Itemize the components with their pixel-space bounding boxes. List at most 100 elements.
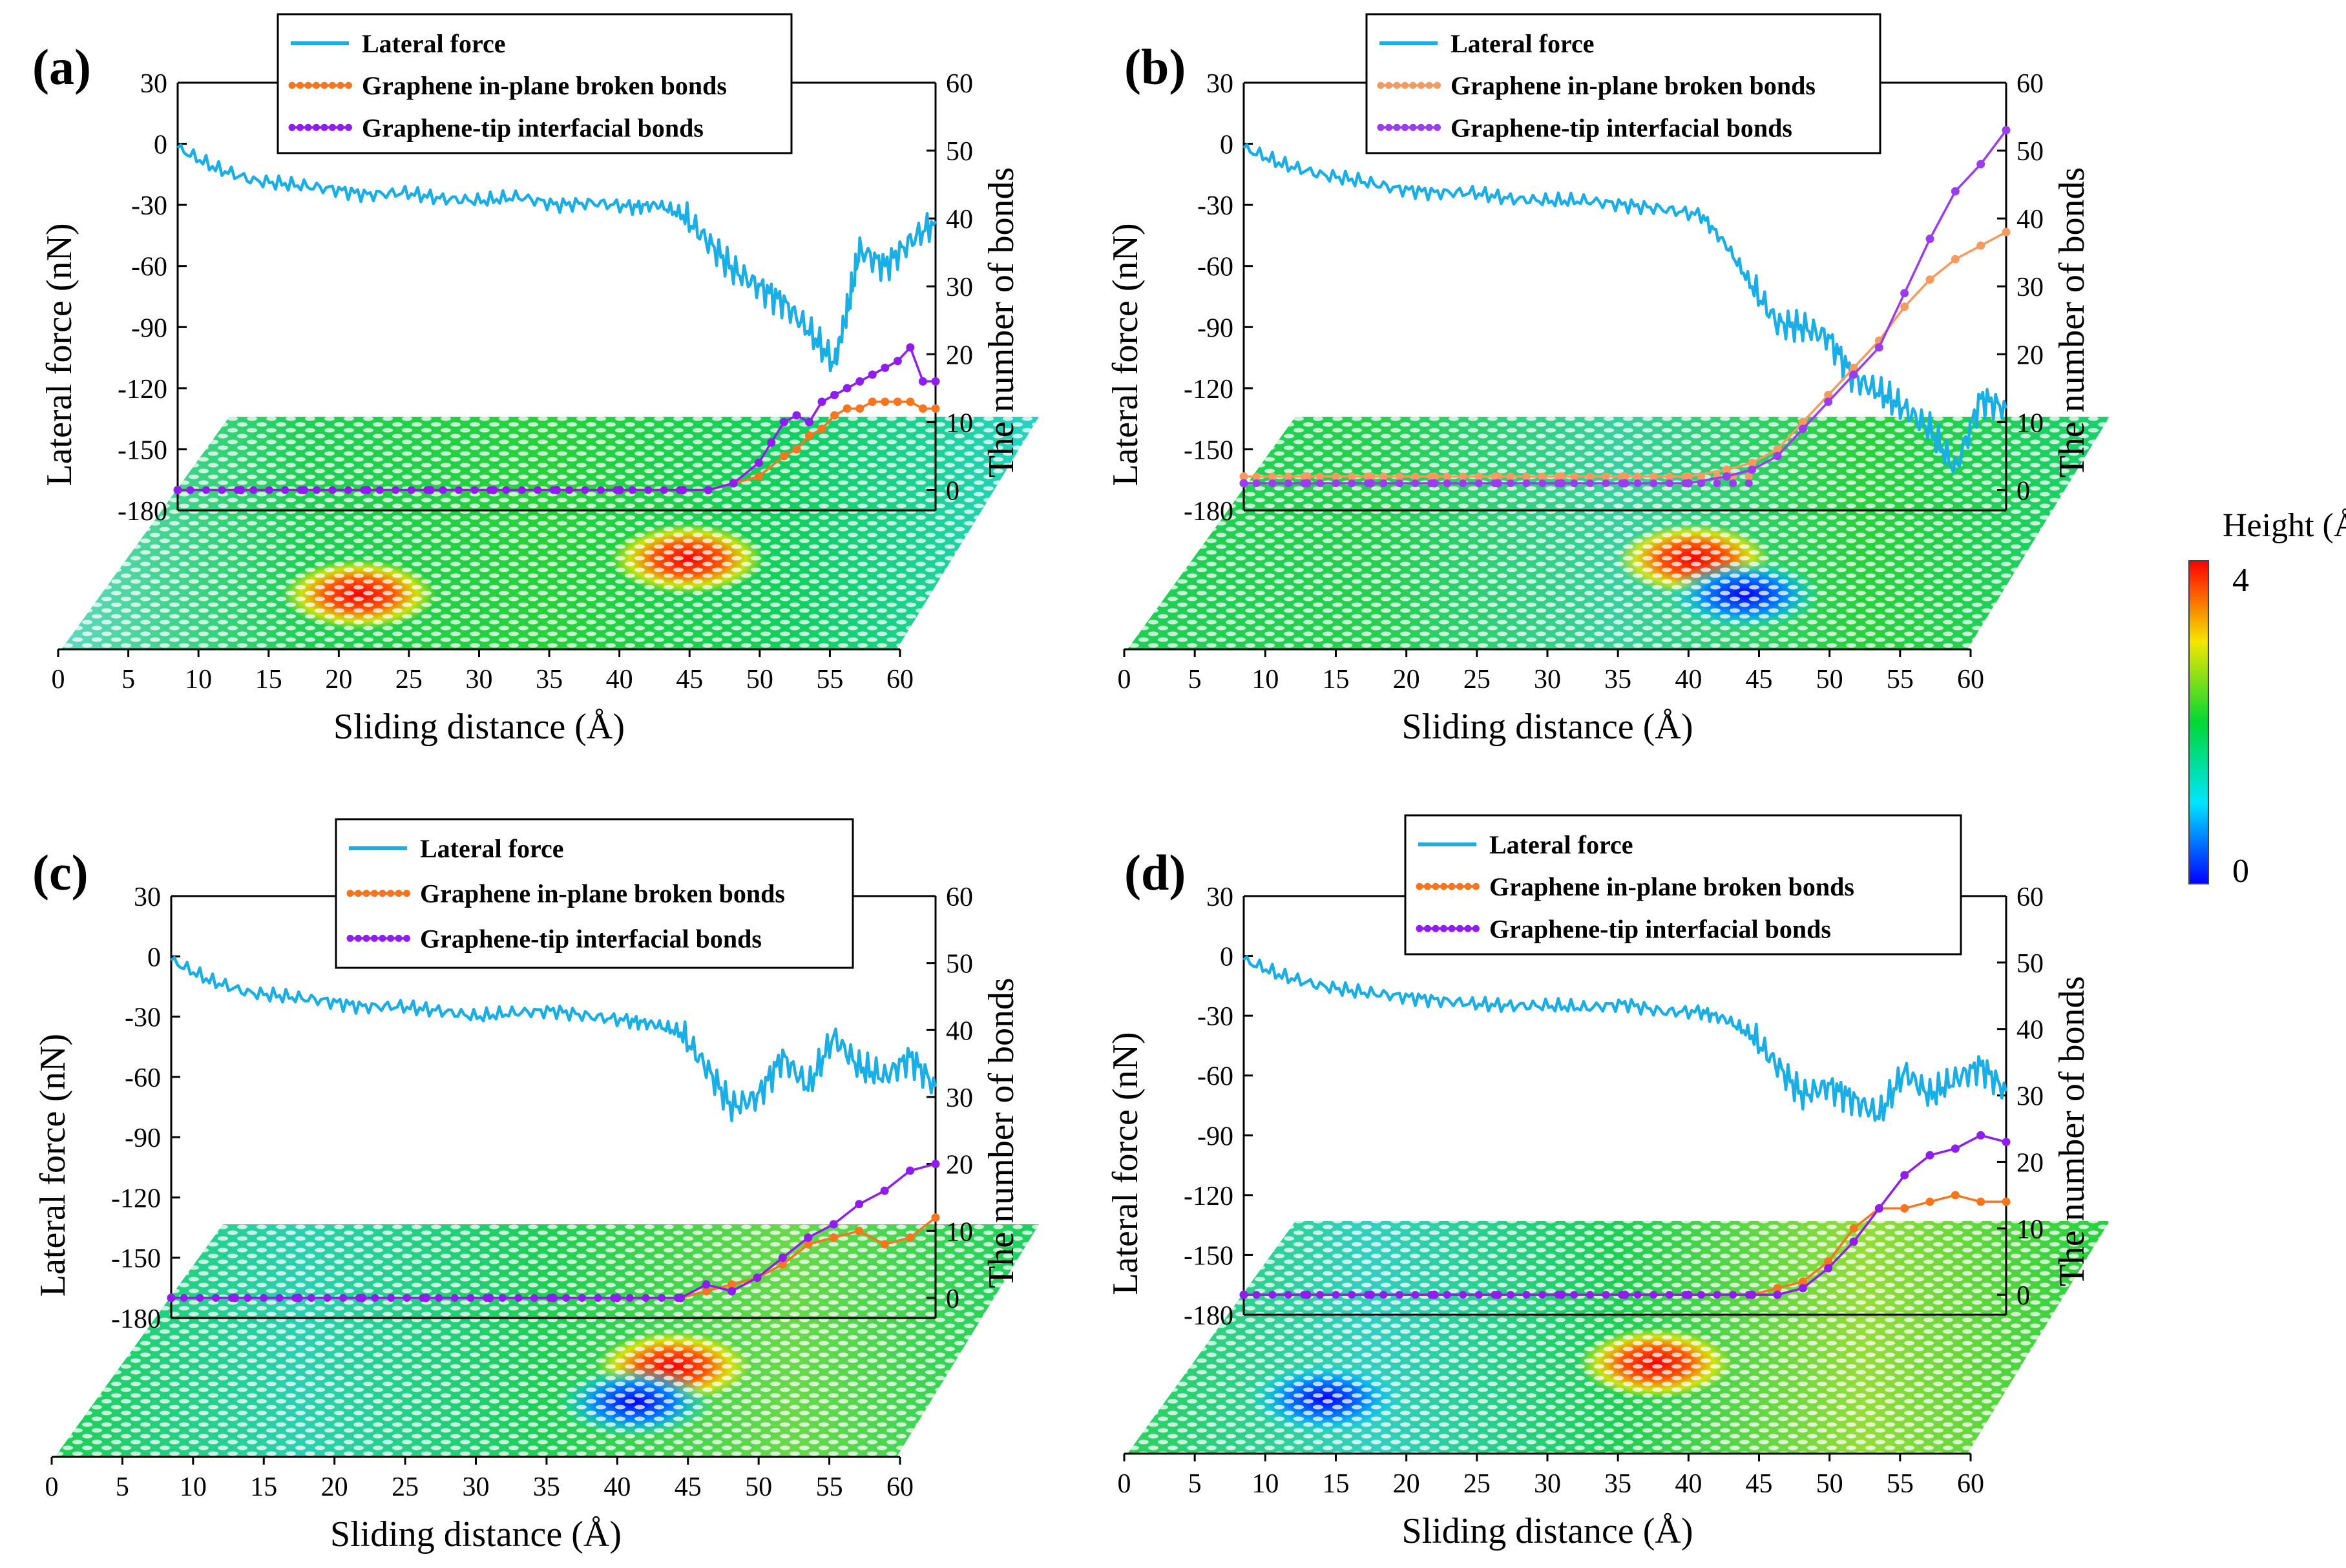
y-tick-label-left: -120 (1184, 375, 1233, 404)
legend-swatch-marker (1377, 81, 1385, 89)
broken-bonds-point (1411, 472, 1419, 481)
legend-swatch-marker (1377, 123, 1385, 131)
y-tick-label-right: 60 (2016, 69, 2044, 99)
broken-bonds-point (2002, 227, 2011, 236)
interfacial-bonds-point (565, 486, 574, 494)
broken-bonds-point (1268, 472, 1277, 481)
y-tick-label-right: 20 (946, 340, 973, 370)
x-tick-label: 35 (533, 1472, 560, 1502)
series-line-lateral-force (176, 143, 937, 373)
interfacial-bonds-point (676, 486, 684, 494)
interfacial-bonds-point (1443, 479, 1451, 487)
panel-label: (b) (1124, 39, 1186, 95)
interfacial-bonds-point (1976, 1131, 1985, 1140)
x-tick-label: 45 (1746, 665, 1773, 695)
broken-bonds-point (1976, 241, 1985, 250)
y-tick-label-right: 50 (2016, 949, 2044, 979)
broken-bonds-point (1681, 472, 1690, 481)
interfacial-bonds-point (1316, 479, 1324, 487)
interfacial-bonds-point (1554, 1291, 1562, 1299)
y-tick-label-right: 0 (2016, 1281, 2030, 1311)
broken-bonds-point (1697, 472, 1705, 481)
interfacial-bonds-point (1697, 1291, 1705, 1299)
x-tick-label: 30 (466, 665, 493, 695)
interfacial-bonds-point (1239, 1290, 1248, 1299)
legend-swatch-marker (387, 934, 394, 942)
broken-bonds-point (893, 397, 902, 406)
interfacial-bonds-point (1491, 1291, 1499, 1299)
legend-swatch-marker (1416, 883, 1423, 890)
legend-swatch-marker (320, 81, 328, 89)
y-tick-label-right: 20 (2016, 340, 2044, 370)
legend-swatch-marker (1401, 81, 1409, 89)
legend-box (277, 13, 793, 154)
broken-bonds-point (1951, 255, 1960, 264)
interfacial-bonds-point (754, 458, 763, 467)
legend-swatch-marker (1393, 81, 1401, 89)
interfacial-bonds-point (1824, 397, 1833, 406)
series-line-lateral-force (1242, 955, 2008, 1122)
interfacial-bonds-point (1729, 1291, 1737, 1299)
interfacial-bonds-point (1395, 1291, 1403, 1299)
y-tick-label-left: -90 (1197, 1122, 1233, 1151)
broken-bonds-point (1633, 472, 1642, 481)
y-tick-label-right: 60 (946, 69, 973, 99)
interfacial-bonds-point (454, 486, 463, 494)
interfacial-bonds-point (855, 1200, 864, 1209)
broken-bonds-point (1798, 1277, 1807, 1286)
interfacial-bonds-point (767, 438, 776, 447)
interfacial-bonds-point (1849, 1237, 1858, 1246)
interfacial-bonds-point (753, 1273, 762, 1282)
x-tick-label: 0 (1118, 1469, 1131, 1499)
interfacial-bonds-point (829, 1220, 838, 1229)
x-tick-label: 20 (321, 1472, 348, 1502)
y-axis-title-left: Lateral force (nN) (33, 1034, 73, 1297)
broken-bonds-point (830, 411, 839, 420)
broken-bonds-point (868, 397, 877, 406)
x-tick-label: 55 (1887, 1469, 1914, 1499)
legend-swatch-marker (346, 890, 354, 897)
interfacial-bonds-point (323, 1293, 331, 1302)
interfacial-bonds-point (1395, 479, 1403, 487)
x-tick-label: 55 (816, 1472, 843, 1502)
broken-bonds-point (1379, 472, 1388, 481)
interfacial-bonds-point (470, 486, 479, 494)
broken-bonds-point (918, 404, 927, 413)
interfacial-bonds-point (778, 1253, 787, 1262)
legend-swatch-marker (304, 81, 312, 89)
x-tick-label: 25 (1463, 1469, 1491, 1499)
x-tick-label: 60 (1957, 1469, 1984, 1499)
interfacial-bonds-point (259, 1293, 267, 1302)
y-tick-label-right: 40 (946, 205, 973, 235)
interfacial-bonds-point (167, 1293, 176, 1302)
legend-label: Graphene-tip interfacial bonds (420, 924, 762, 953)
x-tick-label: 5 (1188, 665, 1202, 695)
y-axis-title-right: The number of bonds (981, 167, 1021, 478)
interfacial-bonds-point (1925, 1151, 1934, 1160)
interfacial-bonds-point (392, 486, 400, 494)
x-tick-label: 55 (816, 665, 843, 695)
interfacial-bonds-point (344, 486, 352, 494)
legend-swatch-marker (371, 890, 378, 897)
interfacial-bonds-point (704, 485, 713, 494)
interfacial-bonds-point (1798, 1284, 1807, 1293)
x-tick-label: 40 (603, 1472, 631, 1502)
interfacial-bonds-point (906, 1166, 915, 1175)
legend-swatch-marker (1409, 123, 1417, 131)
interfacial-bonds-point (1491, 479, 1499, 487)
interfacial-bonds-point (1570, 479, 1578, 487)
interfacial-bonds-point (233, 486, 242, 494)
y-tick-label-right: 10 (946, 1217, 973, 1247)
interfacial-bonds-point (1522, 1291, 1531, 1299)
colorbar-min-label: 0 (2232, 853, 2249, 890)
legend-swatch-marker (297, 81, 304, 89)
interfacial-bonds-point (1874, 343, 1883, 352)
y-tick-label-left: -30 (125, 1003, 161, 1033)
y-tick-label-left: -90 (131, 313, 167, 343)
interfacial-bonds-point (893, 357, 902, 366)
interfacial-bonds-point (578, 1293, 586, 1302)
broken-bonds-point (1900, 302, 1909, 311)
interfacial-bonds-point (307, 1293, 315, 1302)
broken-bonds-point (1849, 363, 1858, 372)
x-tick-label: 30 (463, 1472, 490, 1502)
